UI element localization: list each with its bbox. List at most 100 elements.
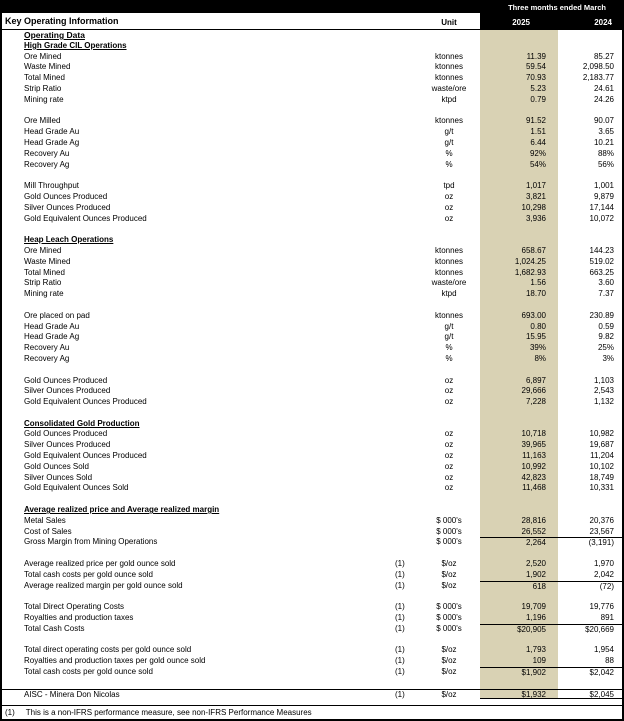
value-2024: 20,376 (589, 515, 614, 525)
data-row: Mining rate ktpd 0.79 24.26 (2, 94, 622, 106)
value-2024: 88 (605, 656, 614, 666)
unit-column-header: Unit (441, 18, 457, 27)
data-row: Recovery Ag% 54% 56% (2, 159, 622, 171)
section-title-cell: High Grade CIL Operations (2, 41, 392, 52)
value-2024: 519.02 (589, 256, 614, 266)
value-2024: 2,098.50 (582, 62, 614, 72)
footnote-ref (392, 95, 418, 106)
row-label: Ore placed on pad (24, 310, 90, 320)
spacer-row (2, 407, 622, 419)
section-title-cell: Average realized price and Average reali… (2, 505, 392, 516)
unit-cell: $/oz (441, 656, 457, 666)
section-title-cell: Heap Leach Operations (2, 235, 392, 246)
unit-cell: $/oz (441, 569, 457, 579)
value-2024-cell (558, 505, 622, 516)
value-2024 (558, 408, 622, 419)
unit-cell (418, 235, 480, 246)
data-row: Gold Equivalent Ounces Sold oz 11,468 10,33… (2, 483, 622, 495)
data-row: Gold Equivalent Ounces Produced oz 7,228 1,… (2, 397, 622, 408)
footnote-ref (392, 494, 418, 505)
value-2024 (558, 170, 622, 181)
footnote-ref (392, 516, 418, 527)
value-2024: 10,982 (589, 429, 614, 439)
row-label (2, 635, 392, 646)
row-label: Gold Equivalent Ounces Produced (24, 213, 147, 223)
data-row: Gold Ounces Sold oz 10,992 10,102 (2, 461, 622, 473)
data-row: Royalties and production taxes (1) $ 000's… (2, 613, 622, 624)
footnote-row: (1) This is a non-IFRS performance measu… (2, 705, 622, 719)
value-2025: 10,718 (480, 429, 558, 441)
data-row: Mill Throughput tpd 1,017 1,001 (2, 181, 622, 192)
footnote-ref (392, 548, 418, 559)
row-label: Mining rate (24, 289, 64, 299)
section-title: Consolidated Gold Production (24, 418, 140, 428)
value-2025: 39% (480, 343, 558, 354)
footnote-ref (392, 365, 418, 376)
unit-cell (418, 224, 480, 235)
subtitle-cell: Operating Data (2, 30, 392, 41)
footnote-ref (392, 451, 418, 462)
data-row: Total Mined ktonnes 1,682.93 663.25 (2, 267, 622, 279)
row-label: Head Grade Au (24, 321, 80, 331)
row-label: Gross Margin from Mining Operations (24, 537, 158, 547)
unit-cell: $ 000's (436, 526, 462, 536)
spacer-row (2, 548, 622, 560)
unit-cell: g/t (444, 137, 454, 147)
value-2025: 1,024.25 (480, 256, 558, 268)
value-2024: 10,072 (589, 213, 614, 223)
row-label (2, 365, 392, 376)
footnote-ref (392, 635, 418, 646)
footnote-ref (392, 268, 418, 279)
value-2025: 11,468 (480, 483, 558, 495)
footnote-ref (392, 289, 418, 300)
footnote-ref (392, 678, 418, 689)
data-row: Average realized price per gold ounce so… (2, 559, 622, 570)
value-2025: $1,932 (480, 689, 558, 700)
row-label (2, 106, 392, 117)
value-2024: $2,045 (558, 690, 622, 700)
footnote-marker: (1) (5, 708, 15, 717)
footnote-ref (392, 332, 418, 343)
value-2024-cell (558, 41, 622, 52)
row-label (2, 224, 392, 235)
unit-cell (418, 419, 480, 430)
value-2025: 54% (480, 159, 558, 171)
row-label: Gold Ounces Produced (24, 191, 108, 201)
unit-cell: ktonnes (434, 256, 464, 266)
unit-cell (418, 41, 480, 52)
footnote-ref (392, 84, 418, 95)
unit-cell: ktonnes (434, 73, 464, 83)
footnote-ref (392, 311, 418, 322)
unit-cell: $/oz (441, 645, 457, 655)
footnote-ref (392, 235, 418, 246)
value-2025-cell (480, 505, 558, 516)
footnote-ref (392, 537, 418, 548)
unit-cell: $/oz (441, 580, 457, 590)
unit-cell (418, 365, 480, 376)
unit-cell: ktpd (441, 94, 457, 104)
unit-cell: ktonnes (434, 267, 464, 277)
footnote-ref (392, 192, 418, 203)
value-2024: (3,191) (558, 537, 622, 548)
value-2024: 2,543 (593, 386, 614, 396)
table-header-row: Key Operating Information Unit 2025 2024 (2, 13, 622, 30)
page-title: Key Operating Information (5, 16, 119, 26)
unit-cell: oz (444, 375, 454, 385)
value-2024: 10.21 (593, 137, 614, 147)
footnote-ref (392, 591, 418, 602)
value-2025: 0.80 (480, 321, 558, 333)
value-2025 (480, 105, 558, 117)
data-row: Recovery Au% 39% 25% (2, 343, 622, 354)
data-row: Gold Ounces Produced oz 10,718 10,982 (2, 429, 622, 441)
unit-cell (418, 170, 480, 181)
row-label: Ore Mined (24, 245, 62, 255)
value-2024: 90.07 (593, 116, 614, 126)
value-2024: 1,970 (593, 559, 614, 569)
value-2025: 11.39 (480, 51, 558, 63)
data-row: Gold Equivalent Ounces Produced oz 11,163 1… (2, 451, 622, 462)
data-row: Royalties and production taxes per gold … (2, 656, 622, 668)
value-2025 (480, 299, 558, 311)
unit-cell: oz (444, 213, 454, 223)
value-2024: 9.82 (598, 332, 614, 342)
value-2024: 9,879 (593, 191, 614, 201)
